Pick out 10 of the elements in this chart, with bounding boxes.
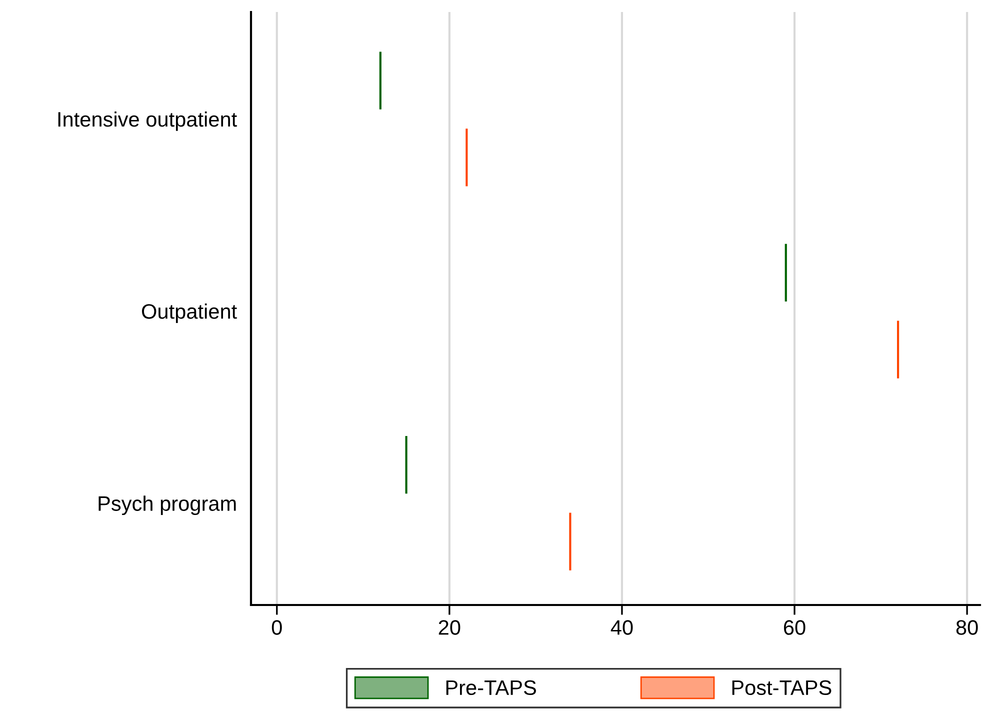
x-tick-label: 0 [272,620,282,635]
x-tick-label: 60 [784,620,806,635]
legend-label: Post-TAPS [732,680,832,696]
x-tick-label: 80 [956,620,978,635]
x-tick-label: 40 [610,620,633,635]
y-tick-label: Psych program [98,496,236,516]
legend-label: Pre-TAPS [446,680,536,696]
y-tick-label: Intensive outpatient [58,111,237,131]
y-tick-label: Outpatient [142,304,237,323]
x-tick-label: 20 [438,620,460,635]
